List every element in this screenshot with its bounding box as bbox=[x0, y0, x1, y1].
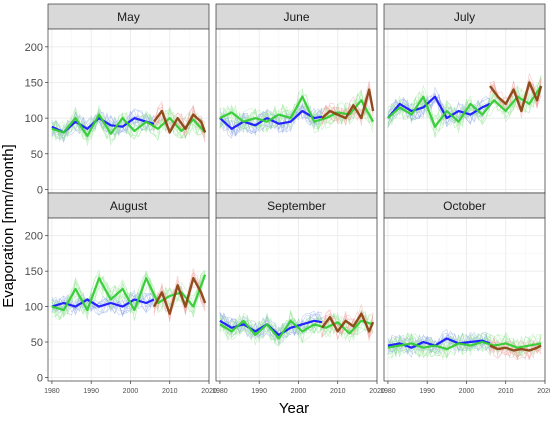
facet-panel-september: September 1980 1990 2000 2010 2020 bbox=[212, 192, 385, 395]
ensemble-line bbox=[219, 108, 323, 134]
series-line-brown bbox=[489, 81, 543, 113]
x-tick-label: 2010 bbox=[498, 388, 514, 395]
series-line-green bbox=[51, 113, 206, 138]
x-axis-label: Year bbox=[279, 400, 309, 417]
series-line-brown bbox=[489, 344, 542, 352]
y-tick-label: 100 bbox=[25, 113, 43, 125]
ensemble-line bbox=[489, 337, 542, 360]
ensemble-line bbox=[489, 340, 542, 361]
facet-title: August bbox=[110, 199, 148, 213]
facet-panel-may: May 0 50 100 150 200 bbox=[25, 3, 210, 196]
x-tick-label: 2010 bbox=[330, 388, 346, 395]
ensemble-line bbox=[153, 107, 206, 138]
panel-border bbox=[215, 217, 378, 382]
ensemble-line bbox=[51, 110, 155, 135]
ensemble-line bbox=[153, 272, 206, 316]
series-line-blue bbox=[51, 298, 155, 308]
x-tick-label: 2000 bbox=[123, 388, 139, 395]
y-axis-label: Evaporation [mm/month] bbox=[0, 144, 17, 307]
ensemble-line bbox=[219, 93, 374, 130]
ensemble-line bbox=[219, 313, 374, 344]
series-line-brown bbox=[153, 109, 207, 134]
y-tick-label: 0 bbox=[37, 372, 43, 384]
facet-panel-august: August 0 50 100 150 200 1980 1990 2000 2010 2020 bbox=[25, 192, 217, 395]
series-line-blue bbox=[219, 109, 323, 130]
ensemble-line bbox=[153, 286, 206, 313]
ensemble-line bbox=[387, 77, 542, 138]
x-tick-label: 1990 bbox=[251, 388, 267, 395]
y-tick-label: 200 bbox=[25, 42, 43, 54]
y-tick-label: 150 bbox=[25, 77, 43, 89]
series-line-green bbox=[219, 319, 374, 340]
ensemble-line bbox=[321, 310, 374, 338]
ensemble-line bbox=[489, 341, 542, 359]
facet-strip bbox=[47, 3, 210, 30]
y-tick-label: 150 bbox=[25, 266, 43, 278]
facet-title: June bbox=[283, 10, 309, 24]
x-tick-label: 2010 bbox=[162, 388, 178, 395]
y-tick-label: 200 bbox=[25, 231, 43, 243]
panel-border bbox=[47, 217, 210, 382]
series-line-green bbox=[387, 340, 542, 351]
facet-title: October bbox=[443, 199, 486, 213]
x-tick-label: 1990 bbox=[419, 388, 435, 395]
x-tick-label: 2020 bbox=[201, 388, 217, 395]
facet-title: May bbox=[117, 10, 140, 24]
series-line-green bbox=[387, 85, 543, 128]
y-tick-label: 0 bbox=[37, 184, 43, 196]
facet-panel-october: October 1980 1990 2000 2010 2020 bbox=[380, 192, 550, 395]
x-tick-label: 2000 bbox=[459, 388, 475, 395]
plot-area bbox=[216, 218, 377, 381]
series-line-brown bbox=[321, 88, 375, 120]
y-tick-label: 50 bbox=[31, 149, 43, 161]
y-tick-label: 100 bbox=[25, 302, 43, 314]
x-tick-label: 1990 bbox=[83, 388, 99, 395]
x-tick-label: 1980 bbox=[212, 388, 228, 395]
x-tick-label: 1980 bbox=[44, 388, 60, 395]
plot-area bbox=[384, 218, 545, 381]
facet-panel-june: June bbox=[215, 3, 378, 194]
series-line-blue bbox=[51, 117, 155, 134]
ensemble-line bbox=[489, 339, 542, 359]
x-tick-label: 2000 bbox=[291, 388, 307, 395]
facet-title: September bbox=[267, 199, 326, 213]
panel-border bbox=[383, 217, 546, 382]
x-tick-label: 1980 bbox=[380, 388, 396, 395]
series-line-brown bbox=[321, 312, 375, 333]
ensemble-line bbox=[387, 332, 491, 359]
ensemble-line bbox=[51, 106, 206, 141]
y-tick-label: 50 bbox=[31, 337, 43, 349]
x-tick-label: 2020 bbox=[537, 388, 550, 395]
series-line-blue bbox=[387, 95, 491, 120]
facet-panel-july: July bbox=[383, 3, 546, 194]
series-line-brown bbox=[152, 277, 207, 315]
panels-layer: May 0 50 100 150 200 June July August 0 50 100 150 20… bbox=[25, 3, 550, 395]
plot-area bbox=[48, 29, 209, 193]
facet-title: July bbox=[454, 10, 475, 24]
x-tick-label: 2020 bbox=[369, 388, 385, 395]
